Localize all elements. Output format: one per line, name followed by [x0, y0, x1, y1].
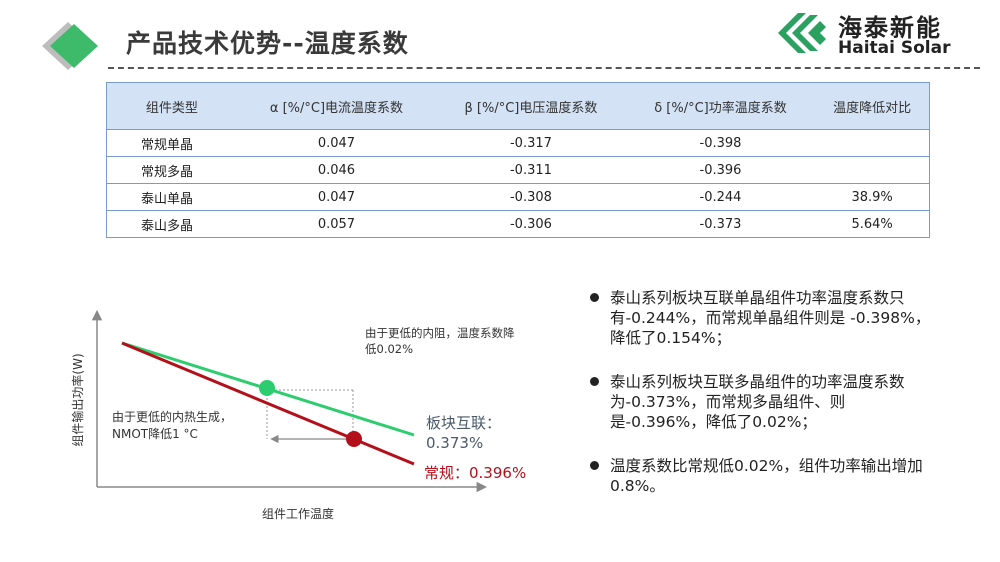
table-cell: 泰山单晶: [106, 183, 237, 211]
company-logo: 海泰新能 Haitai Solar: [772, 8, 982, 60]
table-cell: [815, 129, 930, 157]
column-header: δ [%/°C]功率温度系数: [625, 82, 816, 130]
table-cell: -0.244: [625, 183, 816, 211]
green-series-label-line2: 0.373%: [426, 434, 483, 452]
red-series-line: [121, 341, 415, 466]
bullet-icon: [590, 461, 599, 470]
bullet-icon: [590, 377, 599, 386]
column-header: β [%/°C]电压温度系数: [436, 82, 626, 130]
summary-notes: 泰山系列板块互联单晶组件功率温度系数只有-0.244%，而常规单晶组件则是 -0…: [590, 288, 940, 520]
note-text: 泰山系列板块互联单晶组件功率温度系数只有-0.244%，而常规单晶组件则是 -0…: [610, 289, 931, 347]
column-header: 组件类型: [106, 82, 237, 130]
column-header: α [%/°C]电流温度系数: [236, 82, 437, 130]
table-cell: 0.057: [236, 210, 437, 238]
column-header: 温度降低对比: [815, 82, 930, 130]
annotation-left-line1: 由于更低的内热生成，: [112, 409, 232, 424]
annotation-top-line1: 由于更低的内阻，温度系数降: [365, 326, 515, 340]
table-cell: -0.396: [625, 156, 816, 184]
green-series-label-line1: 板块互联：: [426, 414, 501, 432]
logo-text-en: Haitai Solar: [838, 38, 951, 58]
table-row: 泰山多晶 0.057 -0.306 -0.373 5.64%: [106, 210, 930, 238]
table-cell: [815, 156, 930, 184]
red-point: [346, 431, 362, 447]
annotation-top-line2: 低0.02%: [365, 342, 413, 356]
table-row: 常规单晶 0.047 -0.317 -0.398: [106, 129, 930, 157]
table-cell: 常规单晶: [106, 129, 237, 157]
red-series-label: 常规：0.396%: [424, 464, 526, 482]
table-cell: -0.306: [436, 210, 626, 238]
table-cell: -0.317: [436, 129, 626, 157]
table-cell: 泰山多晶: [106, 210, 237, 238]
list-item: 温度系数比常规低0.02%，组件功率输出增加0.8%。: [590, 456, 940, 496]
y-axis-label: 组件输出功率(W): [70, 353, 85, 446]
table-cell: 0.047: [236, 129, 437, 157]
table-cell: 常规多晶: [106, 156, 237, 184]
table-cell: -0.398: [625, 129, 816, 157]
table-cell: -0.373: [625, 210, 816, 238]
x-axis-label: 组件工作温度: [262, 506, 334, 521]
note-text: 温度系数比常规低0.02%，组件功率输出增加0.8%。: [610, 457, 923, 495]
table-header-row: 组件类型 α [%/°C]电流温度系数 β [%/°C]电压温度系数 δ [%/…: [106, 82, 930, 130]
header-divider: [108, 67, 980, 69]
table-cell: 38.9%: [815, 183, 930, 211]
annotation-left-line2: NMOT降低1 °C: [112, 427, 198, 441]
green-point: [259, 380, 275, 396]
table-cell: 0.047: [236, 183, 437, 211]
table-cell: 0.046: [236, 156, 437, 184]
table-cell: 5.64%: [815, 210, 930, 238]
bullet-icon: [590, 293, 599, 302]
note-text: 泰山系列板块互联多晶组件的功率温度系数为-0.373%，而常规多晶组件、则是-0…: [610, 373, 905, 431]
temperature-coefficient-table: 组件类型 α [%/°C]电流温度系数 β [%/°C]电压温度系数 δ [%/…: [106, 82, 930, 238]
logo-mark-icon: [778, 13, 826, 53]
power-temperature-diagram: 组件输出功率(W) 组件工作温度 由于更低的内阻，温度系数降 低0.02% 由于…: [70, 309, 526, 521]
table-row: 常规多晶 0.046 -0.311 -0.396: [106, 156, 930, 184]
diamond-icon: [42, 22, 98, 70]
table-cell: -0.308: [436, 183, 626, 211]
table-row: 泰山单晶 0.047 -0.308 -0.244 38.9%: [106, 183, 930, 211]
list-item: 泰山系列板块互联单晶组件功率温度系数只有-0.244%，而常规单晶组件则是 -0…: [590, 288, 940, 348]
list-item: 泰山系列板块互联多晶组件的功率温度系数为-0.373%，而常规多晶组件、则是-0…: [590, 372, 940, 432]
table-cell: -0.311: [436, 156, 626, 184]
page-title: 产品技术优势--温度系数: [126, 29, 409, 58]
logo-text-cn: 海泰新能: [838, 14, 942, 42]
